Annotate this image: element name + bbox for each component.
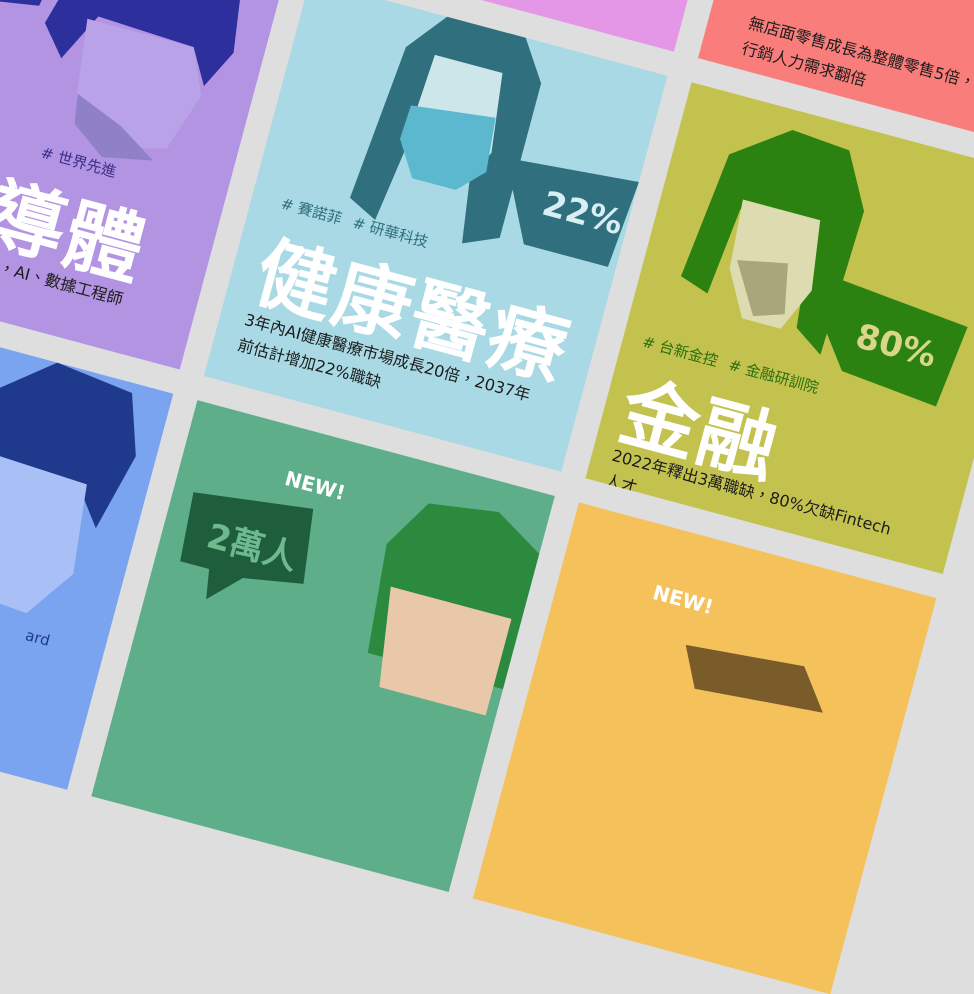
- illustration: [349, 9, 639, 267]
- card: NEW! 2萬人: [91, 400, 555, 892]
- card: ard: [0, 297, 174, 790]
- illustration: [685, 644, 823, 713]
- illustration: [180, 492, 540, 716]
- illustration: [0, 0, 243, 161]
- card: NEW!: [472, 502, 937, 994]
- illustration: [681, 130, 968, 407]
- card: 80% # 台新金控# 金融研訓院 金融 2022年釋出3萬職缺，80%欠缺Fi…: [585, 82, 974, 575]
- illustration: [0, 362, 136, 614]
- card: 22% # 賽諾菲# 研華科技 健康醫療 3年內AI健康醫療市場成長20倍，20…: [203, 0, 668, 472]
- card: 7份 # 世界先進 導體 工作可選，AI、數據工程師: [0, 0, 286, 370]
